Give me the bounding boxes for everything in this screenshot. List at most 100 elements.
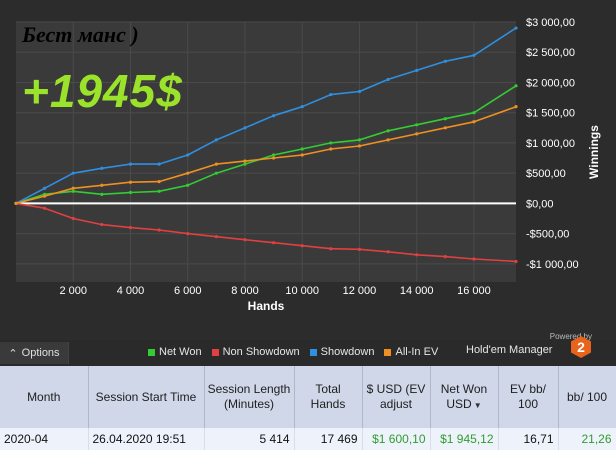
y-tick-label: $1 000,00 [526, 138, 575, 150]
data-point [329, 247, 333, 251]
data-point [415, 68, 419, 72]
data-point [71, 186, 75, 190]
data-point [128, 162, 133, 166]
data-point [157, 189, 161, 193]
data-point [186, 171, 190, 175]
legend-label: Net Won [159, 346, 202, 358]
net-won-header-label: Net Won USD [440, 381, 488, 411]
data-point [243, 126, 247, 130]
data-point [43, 206, 47, 210]
legend-swatch [148, 348, 155, 356]
x-tick-label: 14 000 [400, 285, 434, 297]
data-point [100, 222, 104, 227]
data-point [157, 228, 161, 232]
col-header-total-hands[interactable]: Total Hands [294, 366, 363, 428]
data-point [329, 147, 333, 151]
cell-net-won: $1 945,12 [430, 428, 499, 450]
data-point [186, 153, 190, 157]
y-tick-label: $3 000,00 [526, 17, 575, 29]
cell-month: 2020-04 [0, 428, 89, 450]
series-line-all-in-ev [15, 105, 517, 205]
legend-swatch [384, 348, 392, 356]
data-point [128, 190, 133, 195]
legend-swatch [309, 348, 317, 356]
data-point [271, 153, 276, 157]
data-point [214, 162, 218, 166]
cell-session-start: 26.04.2020 19:51 [88, 428, 205, 450]
data-point [300, 105, 304, 109]
data-point [357, 138, 362, 142]
chart-panel: $3 000,00 $2 500,00 $2 000,00 $1 500,00 $1 0… [14, 17, 601, 313]
data-point [214, 171, 218, 175]
data-point [329, 92, 333, 97]
data-point [443, 117, 447, 121]
x-tick-label: 8 000 [231, 285, 259, 297]
data-point [472, 257, 476, 261]
data-point [128, 180, 133, 184]
y-tick-label: $1 500,00 [526, 108, 575, 120]
data-point [386, 129, 390, 133]
data-point [514, 105, 518, 109]
data-point [415, 253, 419, 257]
col-header-ev-bb100[interactable]: EV bb/ 100 [498, 366, 559, 428]
col-header-bb100[interactable]: bb/ 100 [558, 366, 616, 428]
data-point [71, 189, 75, 193]
col-header-session-length[interactable]: Session Length (Minutes) [204, 366, 295, 428]
sort-desc-icon[interactable]: ▼ [473, 400, 482, 410]
winnings-chart: $3 000,00 $2 500,00 $2 000,00 $1 500,00 $1 0… [14, 17, 601, 313]
profit-text: +1945$ [22, 65, 183, 117]
data-point [71, 171, 75, 175]
data-point [386, 138, 390, 142]
data-point [71, 216, 75, 221]
x-tick-label: 12 000 [343, 285, 377, 297]
legend-bar: ⌃ Options Net Won Non Showdown Showdown … [0, 332, 616, 366]
powered-by-text: Powered by [549, 332, 592, 341]
data-point [415, 132, 419, 136]
data-point [472, 111, 476, 115]
stats-table: Month Session Start Time Session Length … [0, 366, 616, 450]
x-axis-title: Hands [248, 299, 285, 313]
data-point [386, 250, 390, 254]
data-point [243, 159, 247, 163]
data-point [514, 84, 518, 88]
cell-usd-ev: $1 600,10 [362, 428, 431, 450]
data-point [300, 153, 304, 157]
x-tick-label: 16 000 [457, 285, 491, 297]
data-point [214, 138, 218, 142]
data-point [100, 183, 104, 187]
data-point [271, 114, 276, 118]
options-label: Options [21, 347, 60, 359]
col-header-net-won[interactable]: Net Won USD ▼ [430, 366, 499, 428]
data-point [128, 225, 133, 230]
y-axis-title: Winnings [587, 125, 601, 179]
legend-label: All-In EV [395, 346, 439, 358]
data-point [43, 186, 47, 190]
options-button[interactable]: ⌃ Options [0, 342, 69, 364]
legend-label: Showdown [320, 346, 375, 358]
cell-bb100: 21,26 [558, 428, 616, 450]
data-point [300, 147, 304, 151]
legend-item-net-won[interactable]: Net Won [148, 346, 202, 358]
data-point [214, 235, 218, 239]
col-header-usd-ev[interactable]: $ USD (EV adjust [362, 366, 431, 428]
y-tick-label: -$500,00 [526, 229, 569, 241]
caption-text: Бест манс ) [22, 22, 139, 47]
legend-item-all-in-ev[interactable]: All-In EV [384, 346, 438, 358]
legend-item-non-showdown[interactable]: Non Showdown [211, 346, 300, 358]
hm2-logo-icon: 2 [571, 336, 591, 358]
y-tick-label: $2 500,00 [526, 47, 575, 59]
data-point [100, 192, 104, 196]
legend-item-showdown[interactable]: Showdown [309, 346, 375, 358]
col-header-session-start[interactable]: Session Start Time [88, 366, 205, 428]
col-header-month[interactable]: Month [0, 366, 89, 428]
chevron-up-icon: ⌃ [8, 347, 18, 360]
data-point [443, 255, 447, 259]
series-line-showdown [15, 27, 517, 205]
data-point [243, 238, 247, 242]
table-row[interactable]: 2020-04 26.04.2020 19:51 5 414 17 469 $1… [0, 428, 616, 450]
data-point [472, 53, 476, 57]
data-point [43, 194, 47, 198]
data-point [14, 201, 18, 205]
cell-total-hands: 17 469 [294, 428, 363, 450]
data-point [415, 123, 419, 127]
